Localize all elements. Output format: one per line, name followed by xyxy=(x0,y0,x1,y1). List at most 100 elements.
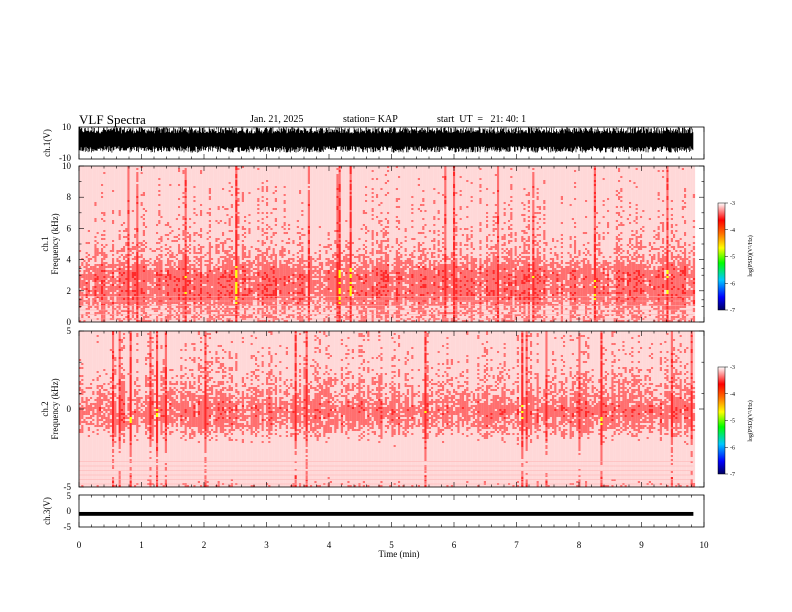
spectrogram-cell xyxy=(97,216,99,218)
spectrogram-cell xyxy=(92,268,94,270)
spectrogram-cell xyxy=(94,298,96,300)
spectrogram-cell xyxy=(92,248,94,250)
spectrogram-cell xyxy=(86,276,88,278)
spectrogram-cell xyxy=(99,192,101,194)
spectrogram-cell xyxy=(92,270,94,272)
spectrogram-cell xyxy=(88,216,90,218)
spectrogram-cell xyxy=(99,200,101,202)
spectrogram-cell xyxy=(97,286,99,288)
spectrogram-cell xyxy=(94,202,96,204)
spectrogram-cell xyxy=(97,272,99,274)
spectrogram-cell xyxy=(83,172,85,174)
spectrogram-cell xyxy=(86,184,88,186)
spectrogram-cell xyxy=(101,298,103,300)
ch1-spectrogram-panel: 0246810 ch.1 Frequency (kHz) -3-4-5-6-7 … xyxy=(40,161,754,327)
spectrogram-cell xyxy=(101,284,103,286)
spectrogram-cell xyxy=(94,170,96,172)
spectrogram-cell xyxy=(99,310,101,312)
spectrogram-cell xyxy=(97,238,99,240)
spectrogram-cell xyxy=(90,290,92,292)
spectrogram-cell xyxy=(86,188,88,190)
spectrogram-cell xyxy=(94,278,96,280)
spectrogram-cell xyxy=(101,212,103,214)
spectrogram-cell xyxy=(103,274,105,276)
spectrogram-cell xyxy=(81,254,83,256)
spectrogram-cell xyxy=(90,202,92,204)
spectrogram-cell xyxy=(86,316,88,318)
spectrogram-cell xyxy=(88,224,90,226)
spectrogram-cell xyxy=(88,286,90,288)
spectrogram-cell xyxy=(90,284,92,286)
spectrogram-cell xyxy=(86,250,88,252)
spectrogram-cell xyxy=(101,218,103,220)
spectrogram-cell xyxy=(86,174,88,176)
spectrogram-cell xyxy=(86,244,88,246)
spectrogram-cell xyxy=(90,268,92,270)
spectrogram-cell xyxy=(99,224,101,226)
spectrogram-cell xyxy=(86,266,88,268)
spectrogram-cell xyxy=(88,284,90,286)
spectrogram-cell xyxy=(92,244,94,246)
spectrogram-cell xyxy=(90,266,92,268)
spectrogram-cell xyxy=(86,198,88,200)
spectrogram-cell xyxy=(88,226,90,228)
spectrogram-cell xyxy=(105,180,107,182)
spectrogram-cell xyxy=(90,264,92,266)
spectrogram-cell xyxy=(81,206,83,208)
spectrogram-cell xyxy=(103,246,105,248)
spectrogram-cell xyxy=(81,270,83,272)
spectrogram-cell xyxy=(86,278,88,280)
spectrogram-cell xyxy=(101,224,103,226)
spectrogram-cell xyxy=(92,178,94,180)
spectrogram-cell xyxy=(86,168,88,170)
spectrogram-cell xyxy=(103,170,105,172)
spectrogram-cell xyxy=(103,172,105,174)
spectrogram-cell xyxy=(86,238,88,240)
spectrogram-cell xyxy=(101,276,103,278)
spectrogram-cell xyxy=(103,198,105,200)
spectrogram-cell xyxy=(86,286,88,288)
spectrogram-cell xyxy=(99,290,101,292)
spectrogram-cell xyxy=(94,186,96,188)
spectrogram-cell xyxy=(86,290,88,292)
spectrogram-cell xyxy=(101,202,103,204)
spectrogram-cell xyxy=(94,168,96,170)
spectrogram-cell xyxy=(103,280,105,282)
spectrogram-cell xyxy=(88,194,90,196)
spectrogram-cell xyxy=(88,240,90,242)
spectrogram-cell xyxy=(86,182,88,184)
spectrogram-cell xyxy=(97,198,99,200)
spectrogram-cell xyxy=(94,238,96,240)
spectrogram-cell xyxy=(103,174,105,176)
spectrogram-cell xyxy=(88,214,90,216)
spectrogram-cell xyxy=(83,306,85,308)
spectrogram-cell xyxy=(83,240,85,242)
spectrogram-cell xyxy=(92,276,94,278)
spectrogram-cell xyxy=(88,170,90,172)
spectrogram-cell xyxy=(92,302,94,304)
spectrogram-cell xyxy=(101,258,103,260)
spectrogram-cell xyxy=(94,274,96,276)
spectrogram-cell xyxy=(92,312,94,314)
spectrogram-cell xyxy=(83,214,85,216)
spectrogram-cell xyxy=(81,264,83,266)
spectrogram-cell xyxy=(92,284,94,286)
spectrogram-cell xyxy=(90,298,92,300)
spectrogram-cell xyxy=(92,218,94,220)
spectrogram-cell xyxy=(88,266,90,268)
spectrogram-cell xyxy=(103,214,105,216)
ch1-ytick-top: 10 xyxy=(62,122,72,132)
spectrogram-cell xyxy=(101,220,103,222)
spectrogram-cell xyxy=(86,310,88,312)
spectrogram-cell xyxy=(81,176,83,178)
spectrogram-cell xyxy=(99,234,101,236)
spectrogram-cell xyxy=(99,210,101,212)
spectrogram-cell xyxy=(101,292,103,294)
spectrogram-cell xyxy=(101,262,103,264)
spectrogram-cell xyxy=(99,174,101,176)
spectrogram-cell xyxy=(101,226,103,228)
spectrogram-cell xyxy=(83,250,85,252)
spectrogram-cell xyxy=(90,178,92,180)
spectrogram-cell xyxy=(101,250,103,252)
spectrogram-cell xyxy=(83,238,85,240)
